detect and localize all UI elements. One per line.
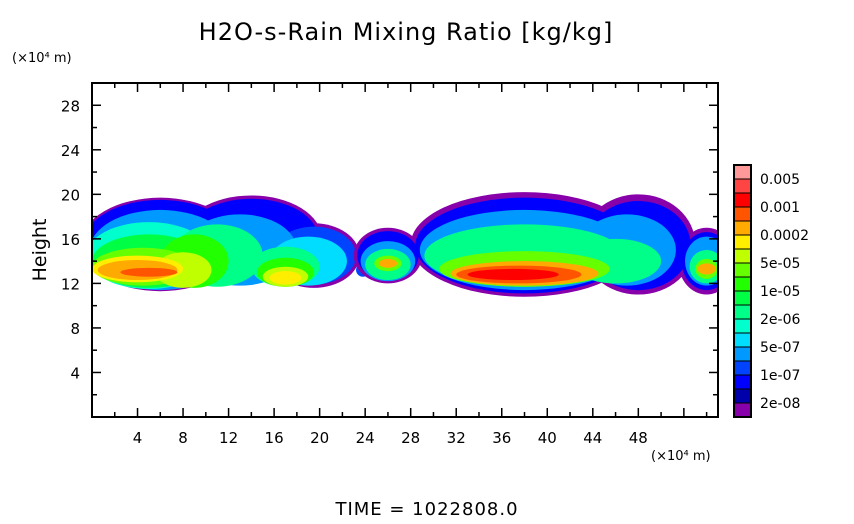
y-tick-label: 20 [61, 186, 80, 204]
colorbar-swatch [733, 304, 752, 320]
colorbar-swatch [733, 248, 752, 264]
colorbar-swatch [733, 402, 752, 418]
colorbar-label: 0.0002 [760, 228, 809, 244]
colorbar-frame [733, 164, 752, 418]
colorbar-swatch [733, 346, 752, 362]
colorbar-label: 2e-06 [760, 312, 800, 328]
colorbar-label: 0.001 [760, 200, 800, 216]
colorbar-swatch [733, 192, 752, 208]
x-tick-label: 12 [219, 429, 238, 447]
colorbar-swatch [733, 318, 752, 334]
colorbar-label: 5e-07 [760, 340, 800, 356]
x-tick-label: 36 [492, 429, 511, 447]
time-label: TIME = 1022808.0 [334, 499, 518, 519]
y-tick-label: 24 [61, 142, 80, 160]
contour-region [269, 271, 302, 285]
contour-region [378, 258, 398, 268]
y-tick-labels: 4 8 12 16 20 24 28 [61, 97, 80, 382]
plot-frame [91, 82, 719, 418]
colorbar-swatch [733, 276, 752, 292]
mixing-ratio-field [92, 192, 718, 297]
x-tick-label: 48 [629, 429, 648, 447]
y-tick-label: 12 [61, 275, 80, 293]
colorbar-swatch [733, 234, 752, 250]
colorbar-swatch [733, 206, 752, 222]
colorbar-swatch [733, 360, 752, 376]
contour-region [120, 267, 178, 277]
colorbar-label: 1e-07 [760, 368, 800, 384]
colorbar-swatch [733, 388, 752, 404]
x-tick-label: 28 [401, 429, 420, 447]
colorbar-swatch [733, 374, 752, 390]
colorbar-label: 1e-05 [760, 284, 800, 300]
colorbar-label: 2e-08 [760, 396, 800, 412]
y-tick-label: 8 [70, 320, 80, 338]
colorbar-swatch [733, 332, 752, 348]
colorbar-swatch [733, 220, 752, 236]
x-tick-label: 8 [178, 429, 188, 447]
y-axis-label: Height [29, 219, 51, 282]
x-unit-label: (×10⁴ m) [651, 449, 711, 464]
y-unit-label: (×10⁴ m) [12, 51, 72, 66]
colorbar-swatch [733, 164, 752, 180]
colorbar: 0.005 0.001 0.0002 5e-05 1e-05 2e-06 5e-07 1e-0… [733, 164, 809, 418]
x-tick-label: 20 [310, 429, 329, 447]
x-tick-label: 16 [265, 429, 284, 447]
colorbar-label: 0.005 [760, 172, 800, 188]
x-tick-label: 40 [538, 429, 557, 447]
x-tick-label: 44 [583, 429, 602, 447]
axis-ticks [92, 83, 718, 417]
colorbar-swatch [733, 178, 752, 194]
y-tick-label: 4 [70, 364, 80, 382]
contour-region [697, 263, 716, 275]
x-tick-label: 4 [133, 429, 143, 447]
x-tick-label: 24 [356, 429, 375, 447]
colorbar-swatch [733, 262, 752, 278]
colorbar-swatch [733, 290, 752, 306]
colorbar-label: 5e-05 [760, 256, 800, 272]
x-tick-label: 32 [447, 429, 466, 447]
x-tick-labels: 4 8 12 16 20 24 28 32 36 40 44 48 [133, 429, 648, 447]
y-tick-label: 28 [61, 97, 80, 115]
y-tick-label: 16 [61, 231, 80, 249]
contour-region [467, 268, 559, 281]
chart-title: H2O-s-Rain Mixing Ratio [kg/kg] [199, 18, 614, 46]
